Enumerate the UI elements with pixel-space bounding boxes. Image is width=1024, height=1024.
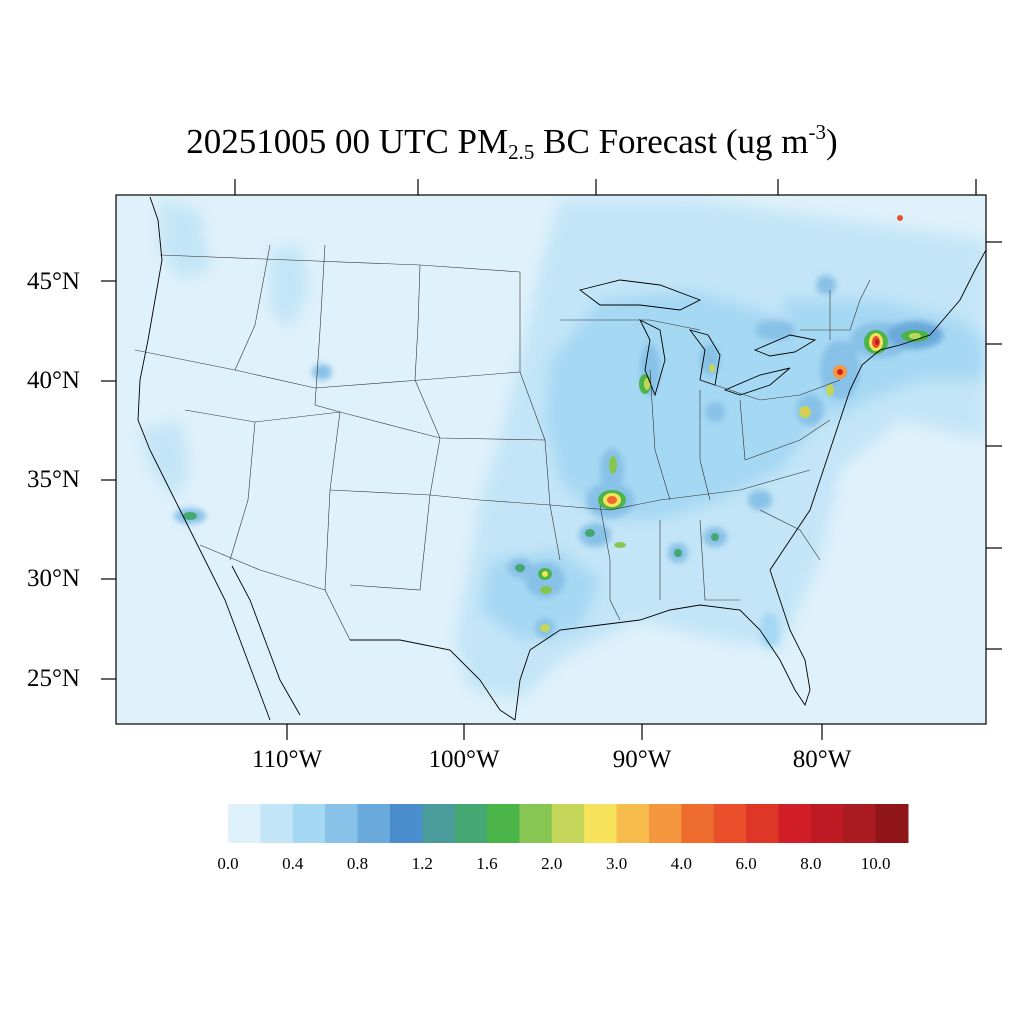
lon-label-110w: 110°W [251,746,323,773]
colorbar-swatch [616,804,650,843]
colorbar-swatch [454,804,488,843]
colorbar-label: 1.6 [476,854,498,873]
lat-label-40: 40°N [26,367,80,394]
colorbar-swatch [551,804,585,843]
colorbar-swatch [422,804,456,843]
lon-label-80w: 80°W [792,746,852,773]
colorbar-label: 0.0 [217,854,239,873]
colorbar-label: 4.0 [670,854,692,873]
colorbar-swatch [746,804,779,843]
colorbar-swatch [713,804,747,843]
colorbar-swatch [519,804,553,843]
colorbar-swatch [584,804,618,843]
colorbar-label: 0.8 [346,854,369,873]
colorbar-swatch [681,804,715,843]
lat-label-45: 45°N [26,268,80,295]
state-borders [134,244,871,641]
colorbar-swatch [260,804,294,843]
colorbar-swatch [843,804,877,843]
colorbar-swatch [648,804,682,843]
title-main: 20251005 00 UTC PM [186,122,509,161]
colorbar-swatch [487,804,520,843]
lon-label-100w: 100°W [428,746,500,773]
colorbar-label: 10.0 [860,854,891,873]
colorbar-swatch [875,804,909,843]
coastlines [137,196,986,721]
chart-title: 20251005 00 UTC PM2.5 BC Forecast (ug m-… [0,118,1024,166]
high-concentrations [183,215,929,632]
colorbar-swatch [357,804,391,843]
axis-ticks [101,179,1002,740]
title-superscript: -3 [808,120,827,144]
title-end: ) [826,122,838,161]
colorbar-label: 3.0 [605,854,628,873]
colorbar-swatch [389,804,423,843]
colorbar-label: 2.0 [541,854,563,873]
title-middle: BC Forecast (ug m [534,122,809,161]
colorbar [228,804,909,843]
lon-label-90w: 90°W [612,746,672,773]
colorbar-swatch [292,804,326,843]
colorbar-label: 1.2 [411,854,433,873]
lat-label-30: 30°N [26,565,80,592]
colorbar-swatch [228,804,261,843]
colorbar-label: 0.4 [282,854,304,873]
colorbar-label: 6.0 [735,854,757,873]
title-subscript: 2.5 [508,140,535,164]
colorbar-swatch [778,804,812,843]
lat-label-35: 35°N [26,466,80,493]
colorbar-swatch [810,804,844,843]
lat-label-25: 25°N [26,665,80,692]
colorbar-swatch [325,804,359,843]
colorbar-label: 8.0 [800,854,822,873]
great-lakes [578,279,817,397]
map-frame [115,194,987,725]
